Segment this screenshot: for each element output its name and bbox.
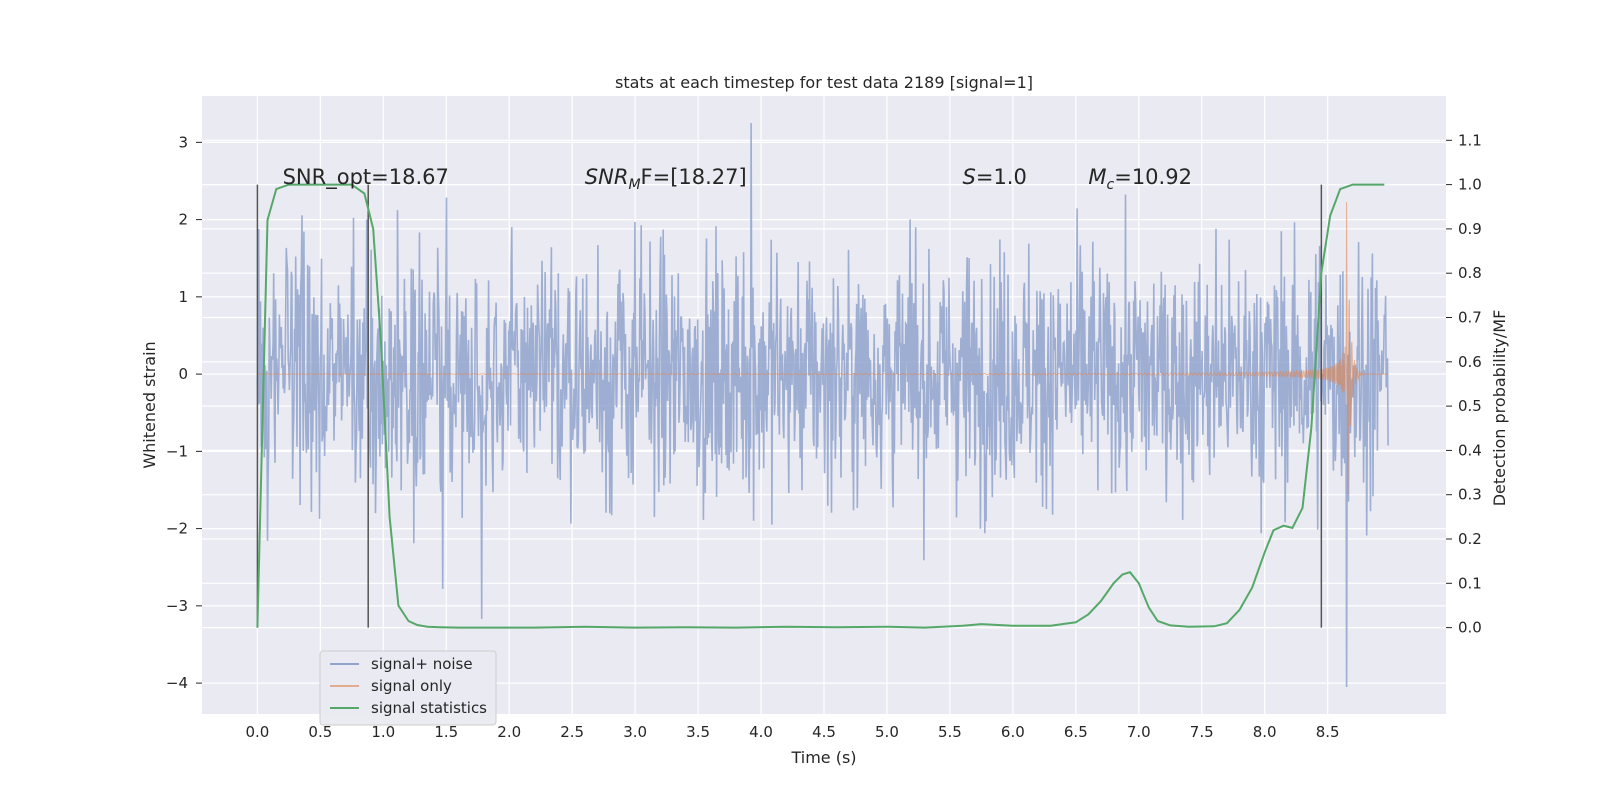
- y-axis-label: Whitened strain: [140, 341, 159, 468]
- y2-tick-label: 0.4: [1458, 441, 1482, 459]
- series-signal-only: [257, 202, 1389, 495]
- x-tick-label: 5.0: [875, 723, 899, 741]
- annotations: SNR_opt=18.67 SNRMF=[18.27] S=1.0 Mc=10.…: [283, 165, 1192, 193]
- legend-label-signal-only: signal only: [371, 677, 452, 695]
- series-line-signal-only: [257, 202, 1389, 495]
- x-tick-label: 5.5: [938, 723, 962, 741]
- chart-title: stats at each timestep for test data 218…: [615, 73, 1033, 92]
- x-tick-label: 7.5: [1190, 723, 1214, 741]
- series-line-signal-plus-noise: [256, 122, 1389, 688]
- y-tick-label: −3: [166, 597, 188, 615]
- legend-label-signal-statistics: signal statistics: [371, 699, 487, 717]
- y2-axis-label: Detection probability/MF: [1490, 310, 1509, 507]
- y-tick-label: −1: [166, 442, 188, 460]
- annotation-s: S=1.0: [963, 165, 1027, 189]
- x-tick-label: 3.0: [623, 723, 647, 741]
- y-axis-ticks: 3 2 1 0 −1 −2 −3 −4: [166, 133, 202, 692]
- legend-box: [319, 650, 497, 726]
- y-tick-label: 3: [178, 133, 188, 151]
- y2-tick-label: 0.7: [1458, 309, 1482, 327]
- y2-tick-label: 0.5: [1458, 397, 1482, 415]
- x-axis-ticks: 0.0 0.5 1.0 1.5 2.0 2.5 3.0 3.5 4.0 4.5 5.0 5.5 6.0 6…: [245, 723, 1339, 741]
- x-tick-label: 0.5: [308, 723, 332, 741]
- y2-tick-label: 0.2: [1458, 530, 1482, 548]
- x-tick-label: 8.0: [1253, 723, 1277, 741]
- x-tick-label: 2.0: [497, 723, 521, 741]
- x-tick-label: 4.5: [812, 723, 836, 741]
- x-tick-label: 6.0: [1001, 723, 1025, 741]
- legend-label-signal-noise: signal+ noise: [371, 655, 473, 673]
- annotation-snr-opt: SNR_opt=18.67: [283, 165, 449, 190]
- x-tick-label: 7.0: [1127, 723, 1151, 741]
- series-signal-statistics: [256, 183, 1385, 629]
- vertical-markers: [256, 184, 1323, 628]
- x-axis-label: Time (s): [790, 748, 856, 767]
- y2-tick-label: 0.9: [1458, 220, 1482, 238]
- x-tick-label: 2.5: [560, 723, 584, 741]
- legend: signal+ noise signal only signal statist…: [319, 650, 497, 726]
- y-tick-label: −4: [166, 674, 188, 692]
- y-tick-label: 2: [178, 211, 188, 229]
- x-tick-label: 8.5: [1316, 723, 1340, 741]
- y2-tick-label: 0.6: [1458, 353, 1482, 371]
- y2-tick-label: 1.1: [1458, 131, 1482, 149]
- y-tick-label: −2: [166, 520, 188, 538]
- x-tick-label: 0.0: [245, 723, 269, 741]
- y-tick-label: 0: [178, 365, 188, 383]
- series-signal-plus-noise: [256, 122, 1389, 688]
- y-tick-label: 1: [178, 288, 188, 306]
- x-tick-label: 3.5: [686, 723, 710, 741]
- y2-tick-label: 0.0: [1458, 619, 1482, 637]
- annotation-chirp-mass: Mc=10.92: [1088, 165, 1192, 193]
- x-tick-label: 1.0: [371, 723, 395, 741]
- x-tick-label: 4.0: [749, 723, 773, 741]
- y2-axis-ticks: 1.1 1.0 0.9 0.8 0.7 0.6 0.5 0.4 0.3 0.2 0.1 0.0: [1446, 131, 1482, 637]
- series-line-signal-statistics: [256, 183, 1385, 629]
- x-tick-label: 6.5: [1064, 723, 1088, 741]
- annotation-snr-mf: SNRMF=[18.27]: [585, 165, 747, 193]
- x-tick-label: 1.5: [434, 723, 458, 741]
- y2-tick-label: 0.8: [1458, 264, 1482, 282]
- y2-tick-label: 0.3: [1458, 486, 1482, 504]
- y2-tick-label: 0.1: [1458, 574, 1482, 592]
- y2-tick-label: 1.0: [1458, 176, 1482, 194]
